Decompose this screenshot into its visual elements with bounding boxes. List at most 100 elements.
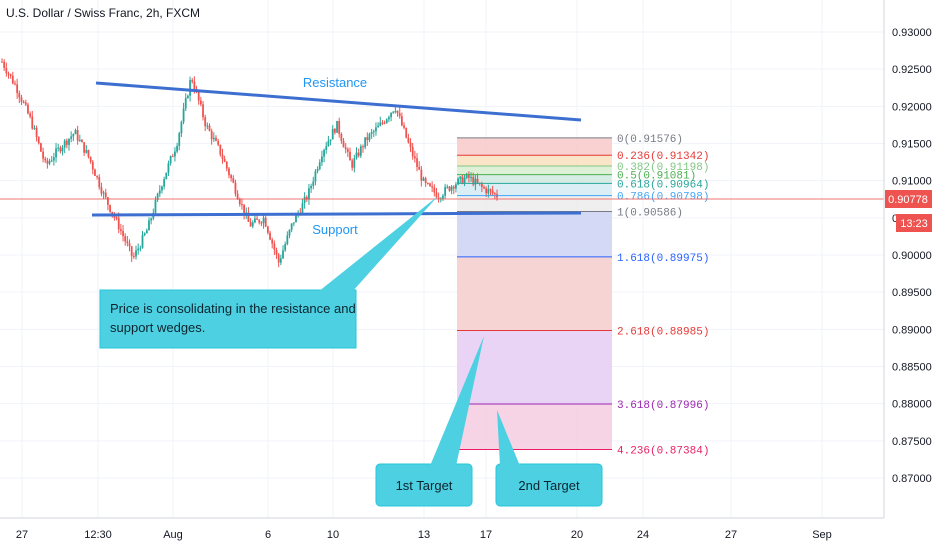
candle-body: [450, 186, 453, 191]
fib-zone: [457, 403, 612, 450]
candle-body: [104, 192, 107, 198]
time-axis[interactable]: 27 12:30 Aug 6 10 13 17 20 24 27 Sep: [16, 529, 832, 541]
last-price-value: 0.90778: [888, 194, 928, 206]
candle-body: [433, 187, 436, 193]
candle-body: [342, 140, 345, 148]
candle-body: [277, 254, 280, 263]
candle-body: [351, 160, 354, 168]
candle-body: [353, 158, 356, 168]
candle-body: [251, 222, 254, 227]
candle-body: [122, 230, 124, 237]
support-line[interactable]: [91, 211, 582, 217]
candle-body: [85, 149, 88, 153]
candle-body: [316, 168, 319, 172]
candle-body: [485, 188, 488, 194]
candle-body: [199, 100, 202, 105]
candle-body: [273, 243, 276, 250]
candle-body: [282, 250, 284, 259]
price-tick-label: 0.91500: [892, 139, 932, 151]
fib-zone: [457, 330, 612, 404]
candle-body: [74, 130, 77, 135]
fib-level-label: 0.382(0.91198): [617, 162, 709, 174]
candle-body: [446, 186, 449, 188]
candle-body: [480, 183, 483, 187]
callout-consolidation[interactable]: Price is consolidating in the resistance…: [99, 196, 438, 349]
fib-zone: [457, 183, 612, 196]
callout-second-target[interactable]: 2nd Target: [495, 410, 603, 507]
candle-body: [366, 137, 369, 141]
candle-body: [137, 248, 140, 251]
candle-body: [59, 147, 62, 152]
candle-body: [219, 144, 222, 155]
candle-body: [232, 178, 235, 183]
fib-level-label: 0.5(0.91081): [617, 171, 696, 183]
fib-level-label: 0.236(0.91342): [617, 151, 709, 163]
time-tick-label: 27: [16, 529, 28, 541]
candle-body: [344, 147, 347, 150]
candle-body: [130, 246, 133, 257]
candle-body: [150, 218, 153, 221]
candle-body: [1, 61, 3, 63]
candle-body: [379, 122, 382, 126]
candle-body: [390, 112, 392, 118]
candle-body: [375, 127, 377, 132]
candle-body: [61, 147, 64, 152]
candle-body: [124, 236, 127, 242]
callout-first-target[interactable]: 1st Target: [375, 336, 484, 507]
candle-body: [465, 173, 468, 178]
candle-body: [398, 113, 401, 117]
candle-body: [117, 217, 120, 230]
candle-body: [9, 74, 12, 76]
candle-body: [40, 143, 42, 152]
candle-body: [33, 127, 36, 129]
candle-body: [467, 173, 470, 178]
candle-body: [119, 229, 122, 231]
candle-body: [52, 157, 55, 161]
fib-level-label: 4.236(0.87384): [617, 445, 709, 457]
countdown-value: 13:23: [900, 218, 928, 230]
candle-body: [292, 222, 295, 224]
time-tick-label: 12:30: [84, 529, 112, 541]
candle-body: [442, 195, 444, 199]
candle-body: [329, 139, 332, 141]
candle-body: [107, 197, 109, 205]
candle-body: [24, 102, 27, 105]
candle-body: [455, 184, 457, 189]
candle-body: [314, 171, 317, 182]
candle-body: [359, 146, 362, 156]
candle-body: [202, 104, 204, 118]
candles: [1, 58, 498, 268]
fibonacci-levels: 0(0.91576)0.236(0.91342)0.382(0.91198)0.…: [457, 134, 709, 457]
candle-body: [225, 161, 228, 169]
price-tick-label: 0.91000: [892, 176, 932, 188]
candle-body: [111, 211, 114, 215]
candle-body: [89, 156, 92, 162]
fib-zone: [457, 165, 612, 175]
candle-body: [191, 80, 194, 82]
chart-title: U.S. Dollar / Swiss Franc, 2h, FXCM: [6, 6, 201, 20]
resistance-line[interactable]: [95, 81, 582, 122]
candle-body: [370, 132, 373, 134]
callout-first-target-label: 1st Target: [396, 478, 453, 493]
candle-body: [275, 249, 278, 255]
candle-body: [208, 125, 211, 131]
candle-body: [50, 160, 53, 162]
candle-body: [221, 154, 224, 159]
time-tick-label: 13: [418, 529, 430, 541]
candle-body: [18, 93, 21, 98]
candle-body: [254, 218, 256, 223]
candle-body: [57, 147, 60, 149]
time-tick-label: 20: [571, 529, 583, 541]
candle-body: [135, 250, 137, 257]
fib-zone: [457, 211, 612, 257]
candle-body: [349, 151, 351, 161]
candle-body: [143, 233, 146, 235]
fib-zone: [457, 137, 612, 156]
candle-body: [238, 199, 241, 205]
candle-body: [388, 117, 390, 120]
candle-body: [405, 127, 408, 138]
candle-body: [357, 152, 360, 156]
candle-body: [457, 178, 459, 185]
candle-body: [100, 187, 103, 194]
